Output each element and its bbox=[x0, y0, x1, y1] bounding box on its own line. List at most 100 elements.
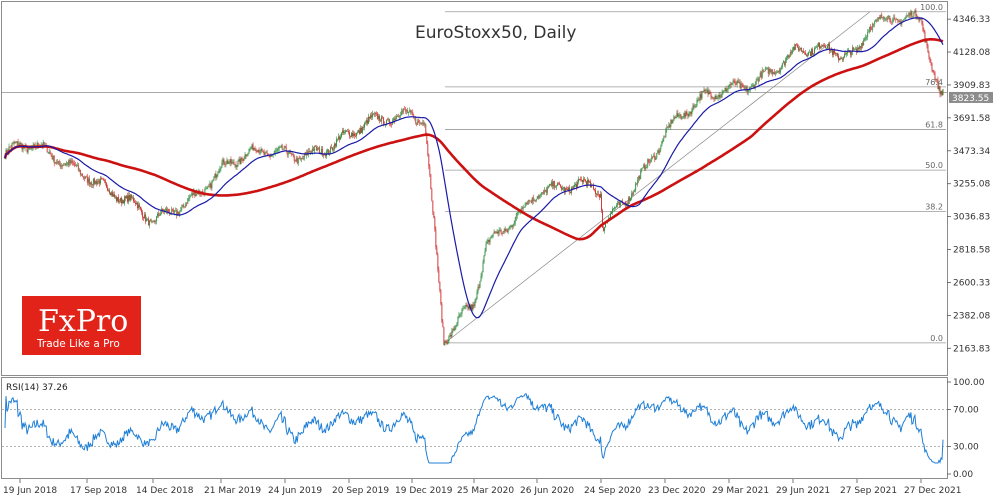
candle-body bbox=[309, 151, 311, 152]
candle-body bbox=[104, 180, 106, 183]
candle-body bbox=[160, 213, 162, 216]
candle-body bbox=[430, 174, 432, 189]
candle-body bbox=[288, 151, 290, 154]
candle-body bbox=[117, 197, 118, 201]
candle-body bbox=[58, 161, 60, 165]
price-tick-label: 2600.33 bbox=[953, 278, 990, 288]
candle-body bbox=[689, 111, 691, 114]
candle-body bbox=[681, 117, 683, 119]
candle-body bbox=[464, 307, 466, 308]
candle-body bbox=[42, 142, 44, 147]
candle-body bbox=[43, 142, 45, 146]
candle-body bbox=[263, 151, 265, 155]
candle-body bbox=[107, 190, 109, 191]
candle-body bbox=[667, 127, 669, 128]
candle-body bbox=[488, 239, 490, 243]
candle-body bbox=[495, 232, 497, 234]
candle-body bbox=[491, 236, 493, 238]
candle-body bbox=[760, 72, 762, 78]
candle-body bbox=[242, 159, 244, 161]
candle-body bbox=[220, 167, 222, 169]
candle-body bbox=[451, 330, 453, 337]
rsi-line bbox=[4, 393, 944, 464]
candle-body bbox=[71, 160, 73, 163]
candle-body bbox=[158, 213, 160, 216]
candle-body bbox=[522, 207, 524, 209]
candle-body bbox=[481, 271, 483, 277]
candle-body bbox=[145, 214, 147, 222]
candle-body bbox=[274, 151, 276, 153]
candle-body bbox=[537, 196, 539, 199]
candle-body bbox=[28, 146, 30, 150]
candle-body bbox=[736, 80, 738, 85]
candle-body bbox=[763, 71, 765, 72]
candle-body bbox=[261, 148, 263, 151]
candle-body bbox=[500, 229, 502, 234]
candle-body bbox=[350, 136, 351, 137]
candle-body bbox=[611, 211, 613, 214]
candle-body bbox=[420, 122, 422, 124]
candle-body bbox=[494, 231, 496, 233]
candle-body bbox=[659, 149, 661, 154]
candle-body bbox=[147, 218, 149, 220]
candle-body bbox=[133, 197, 134, 202]
candle-body bbox=[36, 142, 38, 148]
date-tick-label: 29 Jun 2021 bbox=[776, 486, 830, 496]
candle-body bbox=[940, 91, 942, 95]
candle-body bbox=[440, 290, 442, 304]
candle-body bbox=[772, 72, 774, 75]
candle-body bbox=[4, 158, 6, 159]
candle-body bbox=[533, 200, 535, 201]
candle-body bbox=[919, 18, 921, 21]
candle-body bbox=[50, 154, 52, 157]
candle-body bbox=[685, 111, 687, 117]
date-tick-label: 29 Mar 2021 bbox=[712, 486, 769, 496]
candle-body bbox=[836, 53, 837, 55]
candle-body bbox=[615, 207, 617, 208]
candle-body bbox=[822, 45, 823, 47]
candle-body bbox=[178, 211, 180, 215]
candle-body bbox=[153, 221, 155, 222]
candle-body bbox=[310, 151, 312, 153]
candle-body bbox=[839, 58, 841, 60]
candle-body bbox=[756, 79, 758, 81]
candle-body bbox=[116, 196, 117, 201]
candle-body bbox=[239, 159, 241, 165]
candle-body bbox=[841, 58, 843, 60]
candle-body bbox=[807, 52, 809, 56]
candle-body bbox=[411, 111, 413, 113]
candle-body bbox=[95, 180, 97, 184]
candle-body bbox=[687, 114, 689, 117]
candle-body bbox=[853, 47, 855, 50]
candle-body bbox=[90, 182, 92, 185]
candle-body bbox=[311, 148, 313, 153]
candle-body bbox=[902, 20, 904, 22]
candle-body bbox=[492, 234, 494, 237]
candle-body bbox=[396, 116, 398, 119]
candle-body bbox=[175, 210, 177, 212]
candle-body bbox=[869, 26, 871, 32]
candle-body bbox=[296, 158, 298, 164]
candle-body bbox=[72, 162, 74, 164]
candle-body bbox=[138, 204, 140, 209]
candle-body bbox=[351, 133, 352, 137]
candle-body bbox=[834, 50, 835, 54]
candle-body bbox=[573, 185, 575, 187]
candle-body bbox=[700, 94, 702, 99]
candle-body bbox=[287, 153, 289, 155]
candle-body bbox=[161, 208, 163, 214]
candle-body bbox=[774, 72, 776, 75]
candle-body bbox=[289, 151, 291, 154]
candle-body bbox=[712, 97, 714, 99]
candle-body bbox=[174, 210, 176, 213]
candle-body bbox=[472, 304, 474, 310]
candle-body bbox=[745, 87, 747, 89]
candle-body bbox=[857, 47, 859, 53]
candle-body bbox=[119, 201, 120, 203]
candle-body bbox=[876, 20, 878, 21]
candle-body bbox=[148, 218, 150, 226]
candle-body bbox=[372, 113, 374, 118]
candle-body bbox=[458, 314, 460, 317]
candle-body bbox=[884, 18, 886, 20]
date-tick-label: 24 Sep 2020 bbox=[584, 486, 641, 496]
